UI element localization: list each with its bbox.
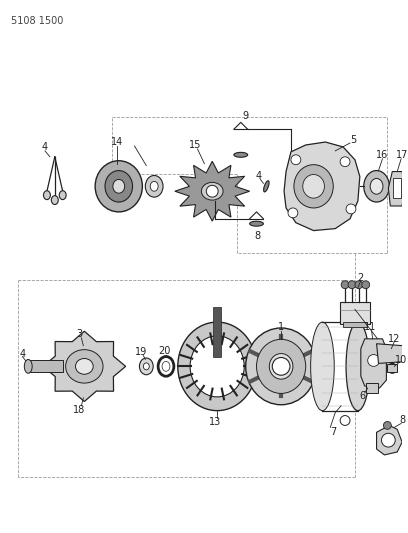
Text: 2: 2 xyxy=(358,273,364,283)
Bar xyxy=(387,365,397,372)
Text: 19: 19 xyxy=(135,346,148,357)
Ellipse shape xyxy=(234,152,248,157)
Text: 5108 1500: 5108 1500 xyxy=(11,16,63,26)
Circle shape xyxy=(341,281,349,289)
Polygon shape xyxy=(284,142,360,231)
Circle shape xyxy=(362,281,370,289)
Polygon shape xyxy=(175,161,250,221)
Circle shape xyxy=(291,155,301,165)
Circle shape xyxy=(368,354,379,366)
Ellipse shape xyxy=(25,361,31,372)
Ellipse shape xyxy=(257,340,306,393)
Ellipse shape xyxy=(303,174,324,198)
Ellipse shape xyxy=(310,322,334,410)
Ellipse shape xyxy=(59,191,66,199)
Ellipse shape xyxy=(145,175,163,197)
Polygon shape xyxy=(377,344,406,364)
Text: 8: 8 xyxy=(255,230,261,240)
Bar xyxy=(340,302,370,324)
Bar xyxy=(393,179,401,198)
Circle shape xyxy=(355,281,363,289)
Text: 5: 5 xyxy=(350,135,356,145)
Ellipse shape xyxy=(294,165,333,208)
Ellipse shape xyxy=(264,181,269,192)
Text: 9: 9 xyxy=(243,111,249,122)
Circle shape xyxy=(288,208,298,218)
Bar xyxy=(213,308,221,357)
Text: 13: 13 xyxy=(209,417,221,427)
Text: 14: 14 xyxy=(111,137,123,147)
Ellipse shape xyxy=(162,361,170,372)
Ellipse shape xyxy=(66,350,103,383)
Polygon shape xyxy=(361,339,386,388)
Ellipse shape xyxy=(75,359,93,374)
Text: 8: 8 xyxy=(399,416,405,425)
Circle shape xyxy=(384,422,391,430)
Ellipse shape xyxy=(51,196,58,205)
Circle shape xyxy=(340,416,350,425)
Circle shape xyxy=(381,433,395,447)
Text: 4: 4 xyxy=(42,142,48,152)
Text: 1: 1 xyxy=(278,322,284,332)
Ellipse shape xyxy=(246,328,317,405)
Circle shape xyxy=(348,281,356,289)
Text: 4: 4 xyxy=(255,172,262,181)
Ellipse shape xyxy=(113,180,125,193)
Circle shape xyxy=(340,157,350,167)
Bar xyxy=(366,383,377,393)
Ellipse shape xyxy=(178,322,257,410)
Text: 18: 18 xyxy=(73,405,86,415)
Circle shape xyxy=(206,185,218,197)
Ellipse shape xyxy=(202,182,223,200)
Ellipse shape xyxy=(364,171,389,202)
Text: 12: 12 xyxy=(388,334,401,344)
Ellipse shape xyxy=(250,221,264,226)
Bar xyxy=(343,322,367,327)
Ellipse shape xyxy=(105,171,133,202)
Text: 7: 7 xyxy=(330,427,336,437)
Ellipse shape xyxy=(140,358,153,375)
Ellipse shape xyxy=(150,181,158,191)
Circle shape xyxy=(387,364,397,373)
Ellipse shape xyxy=(143,363,149,370)
Text: 17: 17 xyxy=(396,150,408,160)
Text: 6: 6 xyxy=(360,391,366,401)
Text: 10: 10 xyxy=(395,356,407,366)
Circle shape xyxy=(346,204,356,214)
Text: 11: 11 xyxy=(364,322,376,332)
Text: 20: 20 xyxy=(158,345,170,356)
Text: 15: 15 xyxy=(189,140,202,150)
Bar xyxy=(28,360,63,372)
Ellipse shape xyxy=(346,322,370,410)
Ellipse shape xyxy=(269,353,293,379)
Text: 16: 16 xyxy=(376,150,388,160)
Polygon shape xyxy=(43,331,126,401)
Polygon shape xyxy=(388,172,404,206)
Ellipse shape xyxy=(95,161,142,212)
Text: 3: 3 xyxy=(76,329,82,339)
Ellipse shape xyxy=(370,179,383,194)
Text: 4: 4 xyxy=(19,349,25,359)
Ellipse shape xyxy=(24,359,32,373)
Polygon shape xyxy=(377,425,402,455)
Circle shape xyxy=(272,358,290,375)
Ellipse shape xyxy=(190,336,244,397)
Ellipse shape xyxy=(44,191,50,199)
